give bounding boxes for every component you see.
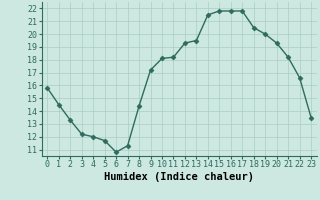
X-axis label: Humidex (Indice chaleur): Humidex (Indice chaleur)	[104, 172, 254, 182]
